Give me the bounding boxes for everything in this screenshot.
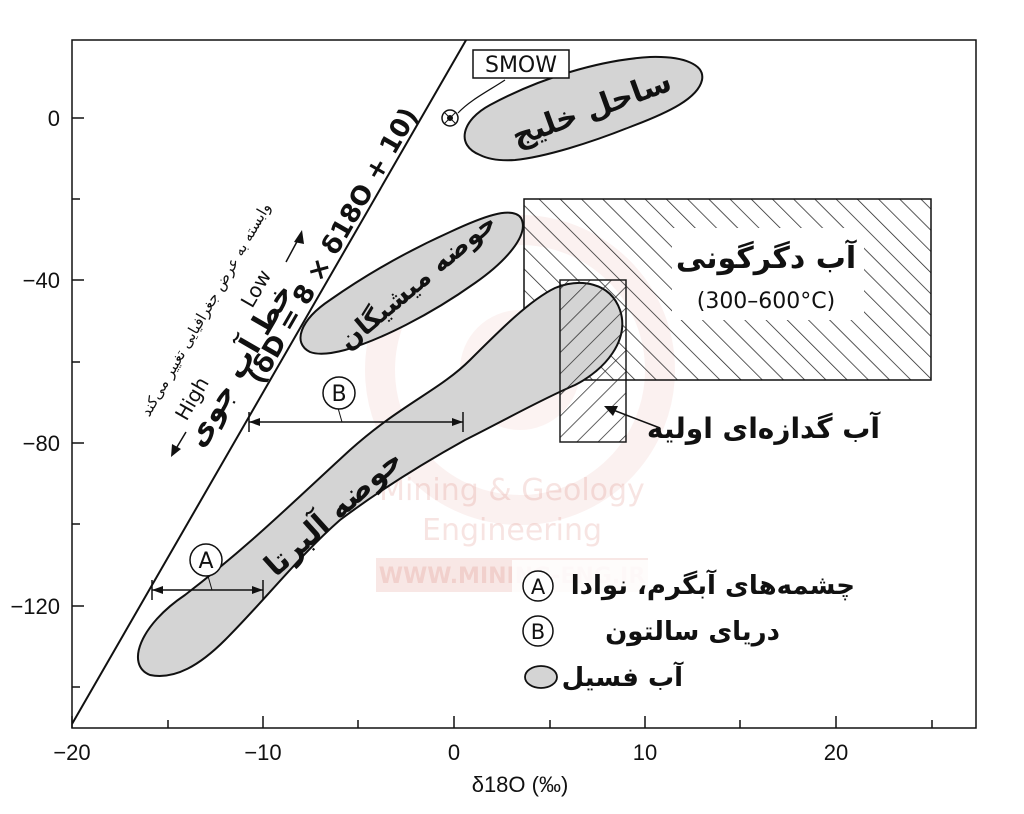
smow-marker: SMOW: [441, 49, 570, 127]
plot-frame: [71, 39, 977, 729]
primary-magmatic-water-label: آب گدازه‌ای اولیه: [647, 411, 882, 445]
meteoric-water-line: [72, 40, 468, 725]
legend-fossil-label: آب فسیل: [562, 661, 684, 693]
legend-b-symbol: B: [531, 620, 545, 644]
x-tick-label: 10: [633, 740, 657, 765]
gulf-coast-region: [463, 55, 704, 162]
y-ticks: [72, 117, 84, 688]
legend: A چشمه‌های آبگرم، نوادا B دریای سالتون آ…: [512, 560, 862, 700]
y-tick-labels: 0 −40 −80 −120: [10, 106, 60, 619]
metamorphic-water-label: آب دگرگونی: [676, 239, 857, 276]
y-tick-label: 0: [48, 106, 60, 131]
x-axis-label: δ18O (‰): [472, 772, 569, 797]
x-tick-label: −20: [53, 740, 90, 765]
legend-a-label: چشمه‌های آبگرم، نوادا: [571, 569, 855, 601]
x-tick-labels: −20 −10 0 10 20: [53, 740, 848, 765]
range-a: A: [151, 543, 264, 600]
michigan-basin-region: [299, 211, 524, 355]
range-b: B: [248, 376, 464, 432]
y-tick-label: −120: [10, 594, 60, 619]
x-tick-label: 0: [448, 740, 460, 765]
primary-magmatic-water-field: [559, 279, 627, 443]
metamorphic-range-label: (300–600°C): [697, 289, 836, 314]
watermark-line1: Mining & Geology: [379, 473, 645, 508]
low-arrow: [285, 230, 304, 263]
y-tick-label: −40: [23, 268, 60, 293]
legend-b-label: دریای سالتون: [605, 617, 780, 647]
watermark-line2: Engineering: [422, 513, 602, 548]
legend-a-symbol: A: [531, 575, 546, 599]
range-b-label: B: [331, 382, 346, 407]
y-tick-label: −80: [23, 431, 60, 456]
meteoric-line-label: خط آب جوی: [177, 276, 301, 453]
x-tick-label: −10: [244, 740, 281, 765]
smow-label: SMOW: [485, 53, 557, 78]
high-arrow: [171, 431, 187, 457]
x-ticks: [71, 716, 933, 728]
range-a-label: A: [198, 549, 213, 574]
x-tick-label: 20: [824, 740, 848, 765]
